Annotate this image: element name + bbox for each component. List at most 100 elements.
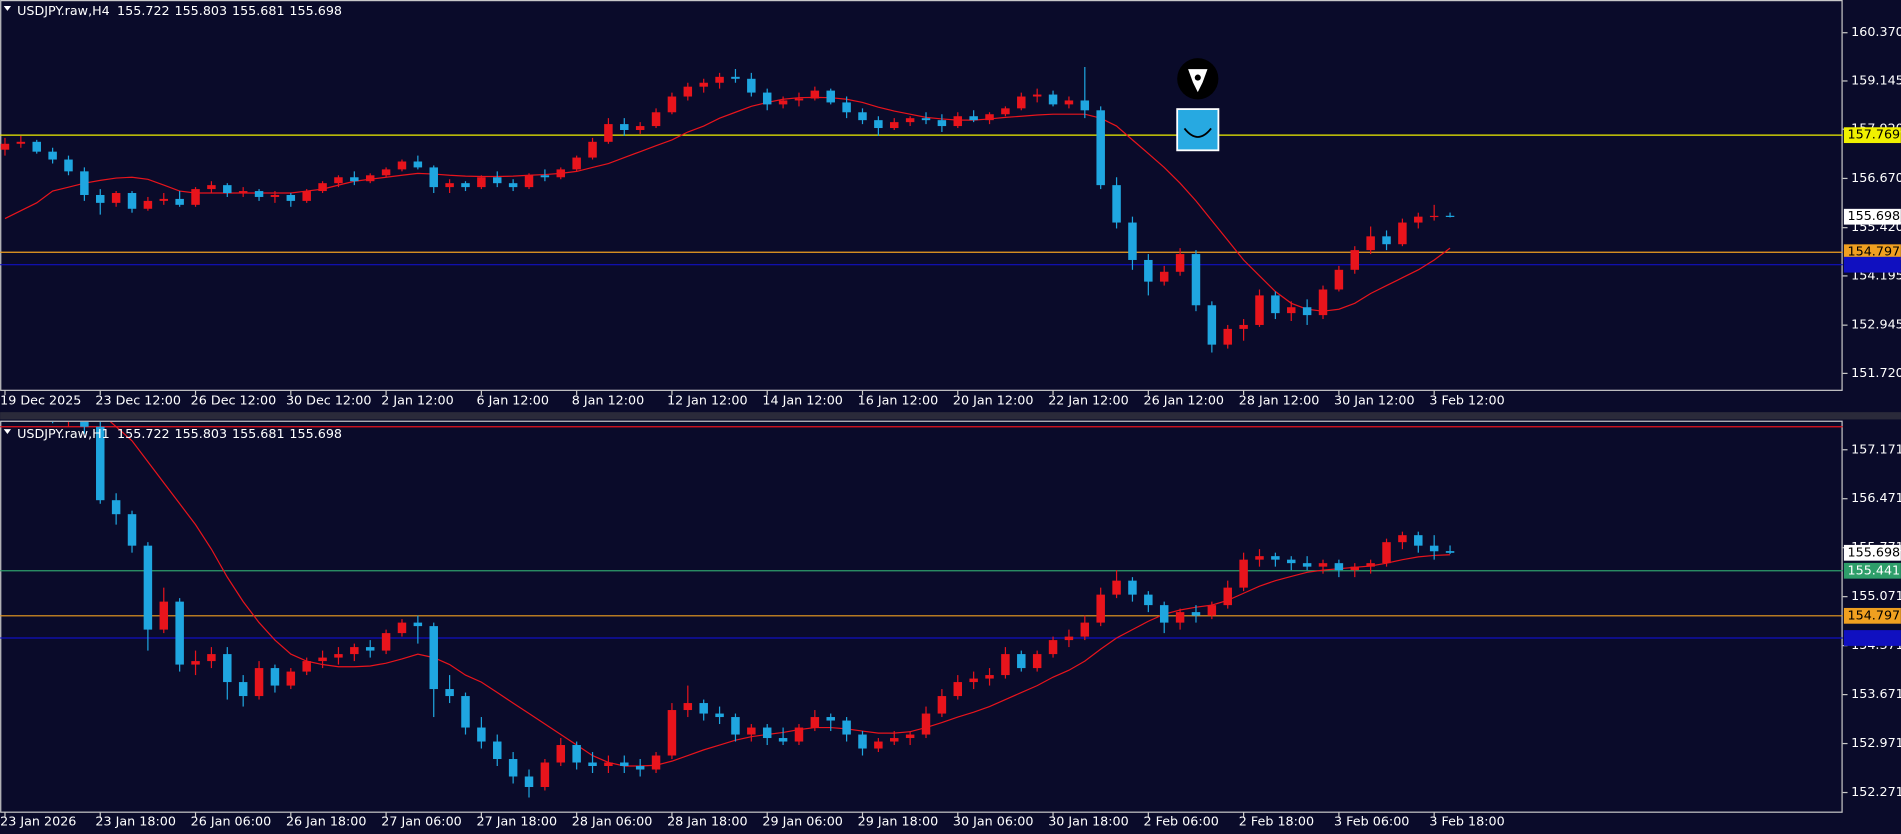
level-label-box — [1843, 630, 1901, 646]
low: 155.681 — [232, 425, 285, 440]
candle-body — [524, 175, 534, 188]
candle-body — [1255, 556, 1264, 560]
candle-body — [1350, 566, 1360, 571]
candle-body — [175, 601, 184, 665]
candle-body — [207, 654, 216, 662]
smile-icon[interactable] — [1176, 108, 1220, 152]
candle-body — [413, 622, 423, 627]
candle-body — [1207, 605, 1217, 616]
chart-header: USDJPY.raw,H4 155.722 155.803 155.681 155.69… — [17, 2, 342, 17]
candle-body — [1414, 216, 1423, 223]
candle-body — [80, 421, 89, 427]
bottom-plot-border — [0, 420, 1843, 813]
candle-body — [905, 734, 915, 739]
x-tick-label: 30 Jan 18:00 — [1048, 813, 1129, 828]
candle-body — [1223, 587, 1232, 606]
candle-body — [1175, 612, 1185, 623]
y-tick-label: 157.171 — [1851, 441, 1901, 456]
y-tick-label: 152.945 — [1851, 317, 1901, 332]
candle-body — [508, 759, 518, 777]
y-tick-label: 156.471 — [1851, 490, 1901, 505]
y-tick-label: 153.671 — [1851, 686, 1901, 701]
chart-header: USDJPY.raw,H1 155.722 155.803 155.681 155.69… — [17, 425, 342, 440]
y-tick-label: 159.145 — [1851, 72, 1901, 87]
candle-body — [731, 76, 740, 79]
x-tick-label: 6 Jan 12:00 — [477, 393, 549, 408]
candle-body — [556, 745, 566, 763]
candle-body — [715, 713, 724, 718]
candle-body — [1001, 108, 1010, 115]
candle-body — [715, 76, 724, 83]
level-label-box — [1843, 562, 1901, 579]
candle-body — [556, 169, 566, 178]
x-tick-label: 19 Dec 2025 — [0, 393, 81, 408]
candle-body — [127, 193, 137, 209]
candle-body — [683, 86, 693, 97]
candle-body — [747, 727, 756, 735]
candle-body — [1001, 654, 1010, 676]
candle-body — [1223, 328, 1232, 345]
candle-body — [810, 717, 820, 728]
x-tick-label: 30 Dec 12:00 — [286, 393, 372, 408]
y-tick-label: 152.971 — [1851, 735, 1901, 750]
candle-body — [937, 120, 947, 127]
candle-body — [1128, 222, 1137, 260]
level-label: 154.797 — [1848, 244, 1901, 259]
candle-body — [985, 114, 994, 121]
candle-body — [842, 720, 851, 735]
candle-body — [191, 189, 200, 205]
candle-body — [667, 710, 677, 756]
x-tick-label: 23 Dec 12:00 — [95, 393, 181, 408]
candle-body — [969, 678, 978, 683]
x-tick-label: 28 Jan 18:00 — [667, 813, 748, 828]
close: 155.698 — [289, 2, 342, 17]
panel-menu-arrow[interactable] — [3, 429, 12, 434]
candle-body — [1287, 307, 1296, 314]
candle-body — [397, 622, 407, 634]
candle-body — [858, 734, 867, 749]
candle-body — [16, 141, 26, 144]
candle-body — [96, 426, 105, 501]
candle-body — [890, 122, 899, 129]
x-tick-label: 23 Jan 18:00 — [95, 813, 176, 828]
candle-body — [762, 92, 772, 105]
low: 155.681 — [232, 2, 285, 17]
candle-body — [588, 141, 597, 158]
candle-body — [572, 157, 581, 170]
candle-body — [826, 717, 835, 721]
candle-body — [223, 654, 232, 683]
candle-body — [254, 668, 264, 697]
candle-body — [1144, 259, 1153, 282]
candle-body — [747, 78, 756, 93]
candle-body — [540, 175, 550, 178]
candle-body — [1302, 563, 1312, 567]
y-tick-label: 155.071 — [1851, 588, 1901, 603]
top-panel: 160.370159.145157.920156.670155.420154.1… — [0, 24, 1901, 408]
candle-body — [937, 696, 947, 714]
x-tick-label: 29 Jan 06:00 — [762, 813, 843, 828]
level-label: 157.769 — [1848, 127, 1901, 142]
candle-body — [0, 143, 10, 150]
candle-body — [238, 191, 248, 194]
candle-body — [620, 124, 629, 130]
candle-body — [48, 151, 57, 160]
candle-body — [445, 183, 454, 188]
symbol: USDJPY.raw,H1 — [17, 425, 110, 440]
candle-body — [921, 713, 931, 735]
level-label-box — [1843, 607, 1901, 624]
candle-body — [874, 120, 883, 129]
candle-body — [620, 762, 629, 767]
candle-body — [858, 112, 867, 121]
candle-body — [159, 601, 169, 630]
panel-menu-arrow[interactable] — [3, 6, 12, 11]
candle-body — [508, 183, 518, 188]
candle-body — [286, 194, 296, 201]
candle-body — [1017, 96, 1026, 109]
pen-icon[interactable] — [1177, 58, 1219, 100]
top-plot-border — [0, 0, 1843, 391]
candle-body — [381, 633, 391, 651]
candle-body — [397, 161, 407, 170]
candle-body — [1271, 556, 1280, 560]
candle-body — [318, 183, 327, 192]
